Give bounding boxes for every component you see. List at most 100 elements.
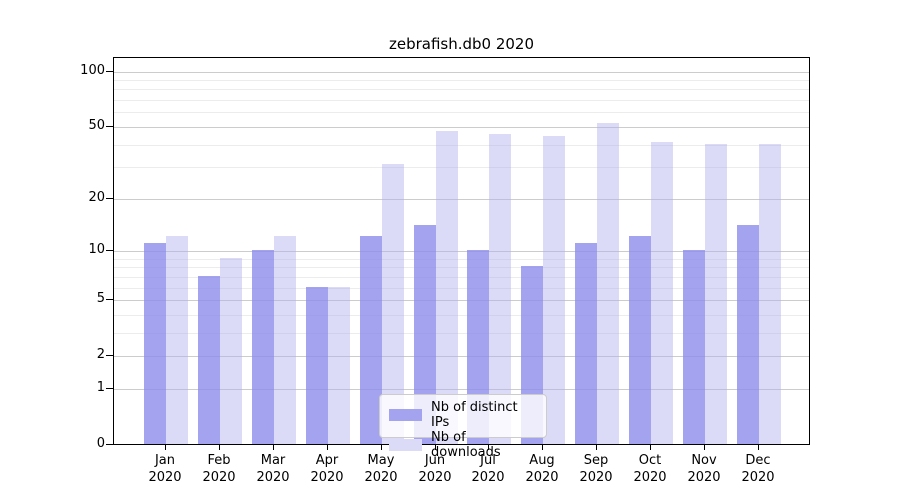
x-tick-label: Mar 2020 <box>256 452 289 486</box>
bar-downloads <box>597 123 619 444</box>
x-tick-mark <box>381 445 382 450</box>
x-tick-mark <box>165 445 166 450</box>
x-tick-label: Jan 2020 <box>148 452 181 486</box>
x-tick-month: Jul <box>480 453 496 468</box>
gridline-minor <box>114 267 809 268</box>
plot-area: Nb of distinct IPs Nb of downloads <box>113 57 810 460</box>
x-tick-label: Sep 2020 <box>579 452 612 486</box>
x-tick-mark <box>219 445 220 450</box>
bar-distinct-ips <box>252 250 274 444</box>
bar-downloads <box>328 287 350 444</box>
x-tick-label: Dec 2020 <box>741 452 774 486</box>
x-tick-month: Jun <box>424 453 446 468</box>
x-tick-month: Jan <box>154 453 176 468</box>
x-tick-label: Jul 2020 <box>471 452 504 486</box>
x-tick-mark <box>327 445 328 450</box>
x-tick-label: Nov 2020 <box>687 452 720 486</box>
bar-downloads <box>705 144 727 444</box>
gridline-major <box>114 127 809 128</box>
y-tick-mark <box>106 299 113 300</box>
x-tick-month: Feb <box>207 453 231 468</box>
x-tick-mark <box>596 445 597 450</box>
legend-swatch-distinct-ips <box>389 409 422 421</box>
x-tick-year: 2020 <box>148 470 182 485</box>
gridline-minor <box>114 277 809 278</box>
gridline-major <box>114 356 809 357</box>
legend-item-downloads: Nb of downloads <box>389 430 537 460</box>
x-tick-month: Oct <box>638 453 662 468</box>
gridline-major <box>114 389 809 390</box>
x-tick-label: Oct 2020 <box>633 452 666 486</box>
x-tick-year: 2020 <box>687 470 721 485</box>
gridline-minor <box>114 167 809 168</box>
x-tick-label: May 2020 <box>364 452 397 486</box>
gridline-minor <box>114 89 809 90</box>
x-tick-month: Apr <box>315 453 339 468</box>
bar-distinct-ips <box>737 225 759 444</box>
bar-distinct-ips <box>360 236 382 444</box>
x-tick-year: 2020 <box>471 470 505 485</box>
x-tick-month: Mar <box>260 453 286 468</box>
y-tick-mark <box>106 198 113 199</box>
bar-distinct-ips <box>414 225 436 444</box>
y-tick-mark <box>106 126 113 127</box>
x-tick-month: Aug <box>529 453 555 468</box>
y-tick-mark <box>106 444 113 445</box>
x-tick-mark <box>273 445 274 450</box>
bar-distinct-ips <box>198 276 220 444</box>
x-tick-mark <box>650 445 651 450</box>
x-tick-mark <box>704 445 705 450</box>
x-tick-label: Feb 2020 <box>202 452 235 486</box>
x-tick-mark <box>542 445 543 450</box>
bar-distinct-ips <box>629 236 651 444</box>
bar-distinct-ips <box>144 243 166 444</box>
gridline-minor <box>114 112 809 113</box>
y-tick-label: 10 <box>88 242 105 257</box>
y-tick-mark <box>106 250 113 251</box>
y-tick-label: 1 <box>96 380 105 395</box>
y-tick-mark <box>106 71 113 72</box>
x-tick-label: Aug 2020 <box>525 452 558 486</box>
gridline-minor <box>114 100 809 101</box>
legend-item-distinct-ips: Nb of distinct IPs <box>389 400 537 430</box>
y-tick-mark <box>106 388 113 389</box>
gridline-major <box>114 300 809 301</box>
x-tick-year: 2020 <box>525 470 559 485</box>
y-tick-label: 20 <box>88 190 105 205</box>
bar-distinct-ips <box>306 287 328 444</box>
bar-distinct-ips <box>683 250 705 444</box>
y-tick-mark <box>106 355 113 356</box>
y-tick-label: 5 <box>96 291 105 306</box>
y-tick-label: 0 <box>96 436 105 451</box>
legend-label-distinct-ips: Nb of distinct IPs <box>431 400 518 430</box>
bar-distinct-ips <box>575 243 597 444</box>
gridline-minor <box>114 80 809 81</box>
gridline-minor <box>114 288 809 289</box>
x-tick-year: 2020 <box>256 470 290 485</box>
x-tick-month: May <box>367 453 395 468</box>
x-tick-label: Apr 2020 <box>310 452 343 486</box>
x-tick-year: 2020 <box>418 470 452 485</box>
x-tick-year: 2020 <box>741 470 775 485</box>
bar-downloads <box>759 144 781 444</box>
gridline-major <box>114 199 809 200</box>
y-tick-label: 100 <box>80 63 105 78</box>
x-tick-year: 2020 <box>310 470 344 485</box>
x-tick-year: 2020 <box>202 470 236 485</box>
chart-title: zebrafish.db0 2020 <box>388 35 535 53</box>
gridline-minor <box>114 315 809 316</box>
gridline-major <box>114 72 809 73</box>
gridline-minor <box>114 333 809 334</box>
x-tick-label: Jun 2020 <box>418 452 451 486</box>
x-tick-month: Sep <box>583 453 609 468</box>
x-tick-mark <box>435 445 436 450</box>
bar-downloads <box>220 258 242 444</box>
legend-swatch-downloads <box>389 439 422 451</box>
x-tick-mark <box>488 445 489 450</box>
x-tick-month: Nov <box>691 453 717 468</box>
legend-label-downloads: Nb of downloads <box>431 430 501 460</box>
gridline-minor <box>114 259 809 260</box>
bar-downloads <box>274 236 296 444</box>
bar-downloads <box>543 136 565 444</box>
